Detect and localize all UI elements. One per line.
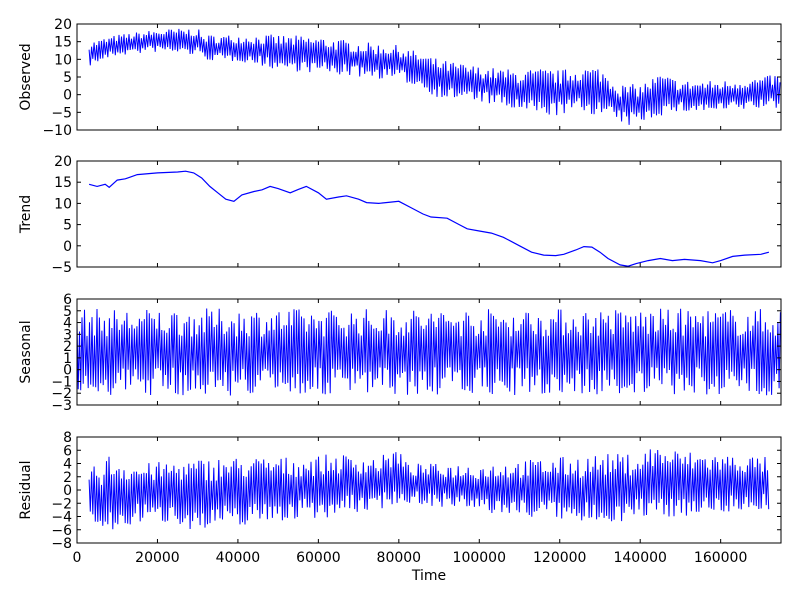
seasonal-series-line	[77, 308, 781, 396]
x-tick-labels: 0 20000 40000 60000 80000 100000 120000 140000 1…	[73, 550, 748, 566]
x-tick-label: 140000	[613, 550, 666, 566]
observed-y-tick-label: 15	[54, 35, 72, 51]
seasonal-y-tick-label: 1	[63, 351, 72, 367]
observed-y-tick-label: −10	[42, 123, 72, 139]
residual-y-tick-label: −2	[51, 496, 72, 512]
seasonal-y-tick-label: 5	[63, 304, 72, 320]
seasonal-y-tick-label: 3	[63, 327, 72, 343]
observed-y-tick-label: 5	[63, 70, 72, 86]
observed-y-tick-label: 0	[63, 88, 72, 104]
x-tick-label: 100000	[453, 550, 506, 566]
trend-y-tick-label: 20	[54, 154, 72, 170]
x-tick-label: 60000	[296, 550, 341, 566]
seasonal-y-tick-label: −2	[51, 386, 72, 402]
residual-y-tick-label: −8	[51, 536, 72, 552]
seasonal-axes-frame	[76, 298, 782, 406]
residual-y-tick-label: 6	[63, 443, 72, 459]
x-tick-label: 120000	[533, 550, 586, 566]
residual-y-tick-label: 8	[63, 430, 72, 446]
residual-series-line	[88, 449, 770, 530]
residual-y-tick-label: 0	[63, 483, 72, 499]
observed-series-line	[88, 28, 781, 125]
seasonal-y-tick-label: −1	[51, 374, 72, 390]
x-tick-label: 40000	[216, 550, 261, 566]
trend-y-tick-label: 5	[63, 218, 72, 234]
trend-y-tick-label: −5	[51, 260, 72, 276]
trend-series-line	[88, 170, 770, 267]
residual-y-tick-label: 2	[63, 470, 72, 486]
x-tick-label: 0	[73, 550, 82, 566]
x-tick-label: 80000	[377, 550, 422, 566]
seasonal-y-tick-label: 2	[63, 339, 72, 355]
x-tick-label: 20000	[135, 550, 180, 566]
residual-y-tick-label: −4	[51, 510, 72, 526]
panels-group: −10−505101520Observed−505101520Trend−3−2…	[18, 17, 782, 566]
seasonal-y-axis-label: Seasonal	[18, 320, 34, 383]
trend-panel: −5 0 5 10 15 20 Trend	[18, 154, 782, 276]
observed-y-tick-label: 10	[54, 52, 72, 68]
x-axis-label: Time	[411, 568, 446, 584]
trend-y-tick-label: 0	[63, 239, 72, 255]
residual-y-tick-label: −6	[51, 523, 72, 539]
seasonal-y-tick-label: 0	[63, 363, 72, 379]
observed-y-tick-label: 20	[54, 17, 72, 33]
x-tick-label: 160000	[694, 550, 747, 566]
seasonal-y-tick-label: −3	[51, 398, 72, 414]
trend-y-axis-label: Trend	[18, 195, 34, 234]
residual-y-axis-label: Residual	[18, 460, 34, 519]
observed-y-tick-label: −5	[51, 105, 72, 121]
observed-y-axis-label: Observed	[18, 43, 34, 110]
trend-y-tick-label: 15	[54, 175, 72, 191]
seasonal-y-tick-label: 6	[63, 292, 72, 308]
trend-y-tick-label: 10	[54, 196, 72, 212]
seasonal-y-tick-label: 4	[63, 316, 72, 332]
trend-axes-frame	[76, 160, 782, 268]
residual-y-tick-label: 4	[63, 457, 72, 473]
